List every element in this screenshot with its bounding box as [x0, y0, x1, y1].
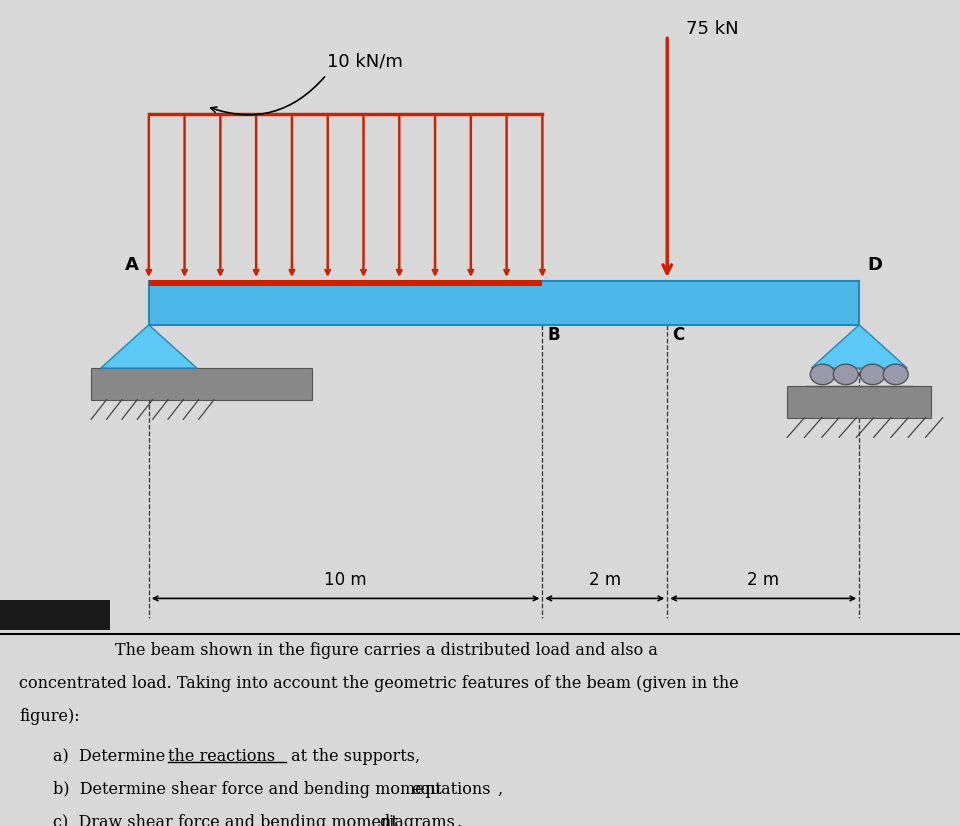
Circle shape	[810, 364, 835, 385]
Text: figure):: figure):	[19, 708, 80, 725]
Circle shape	[860, 364, 885, 385]
Text: equations: equations	[411, 781, 491, 798]
Text: the reactions: the reactions	[168, 748, 276, 765]
Text: b)  Determine shear force and bending moment: b) Determine shear force and bending mom…	[53, 781, 446, 798]
Text: .: .	[456, 814, 461, 826]
Bar	[787, 387, 931, 418]
Bar	[91, 368, 312, 400]
Text: A: A	[126, 255, 139, 273]
Polygon shape	[811, 325, 907, 368]
Text: a)  Determine: a) Determine	[53, 748, 170, 765]
Bar	[149, 282, 859, 325]
Circle shape	[883, 364, 908, 385]
Bar	[0, 600, 110, 630]
Text: 10 m: 10 m	[324, 571, 367, 589]
Text: at the supports,: at the supports,	[286, 748, 420, 765]
Text: 2 m: 2 m	[588, 571, 621, 589]
Text: D: D	[867, 255, 882, 273]
Circle shape	[833, 364, 858, 385]
Text: diagrams: diagrams	[379, 814, 455, 826]
Text: B: B	[547, 326, 560, 344]
Text: c)  Draw shear force and bending moment: c) Draw shear force and bending moment	[53, 814, 403, 826]
Text: concentrated load. Taking into account the geometric features of the beam (given: concentrated load. Taking into account t…	[19, 675, 739, 692]
Text: The beam shown in the figure carries a distributed load and also a: The beam shown in the figure carries a d…	[115, 642, 658, 658]
Polygon shape	[101, 325, 197, 368]
Text: 10 kN/m: 10 kN/m	[326, 53, 403, 71]
Bar	[149, 280, 542, 287]
Text: C: C	[672, 326, 684, 344]
Text: ,: ,	[497, 781, 502, 798]
Text: 75 kN: 75 kN	[686, 20, 739, 38]
Text: 2 m: 2 m	[747, 571, 780, 589]
